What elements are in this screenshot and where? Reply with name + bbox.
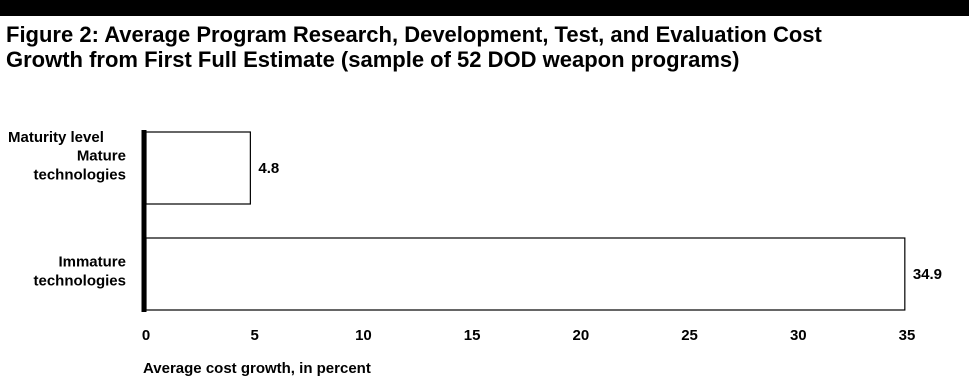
y-axis-title: Maturity level [8, 129, 104, 146]
x-tick-labels: 0 5 10 15 20 25 30 35 [142, 327, 916, 344]
figure-title: Figure 2: Average Program Research, Deve… [6, 22, 956, 72]
bar [145, 131, 251, 205]
x-tick-label: 0 [142, 327, 150, 344]
x-tick-label: 15 [464, 327, 481, 344]
bar [145, 237, 906, 311]
x-tick-label: 10 [355, 327, 372, 344]
x-tick-label: 5 [251, 327, 259, 344]
x-tick-label: 30 [790, 327, 807, 344]
bar-value-label: 4.8 [258, 160, 279, 177]
x-tick-label: 35 [899, 327, 916, 344]
figure-title-line-1: Figure 2: Average Program Research, Deve… [6, 22, 822, 47]
top-band [0, 0, 969, 16]
x-axis-title: Average cost growth, in percent [143, 360, 371, 377]
figure-title-line-2: Growth from First Full Estimate (sample … [6, 47, 740, 72]
x-tick-label: 25 [681, 327, 698, 344]
category-label: Immature technologies [33, 254, 126, 290]
bar-value-label: 34.9 [913, 266, 942, 283]
bars-group: 4.8 Mature technologies 34.9 Immature technol… [33, 131, 942, 311]
x-tick-label: 20 [573, 327, 590, 344]
category-label: Mature technologies [33, 148, 126, 184]
